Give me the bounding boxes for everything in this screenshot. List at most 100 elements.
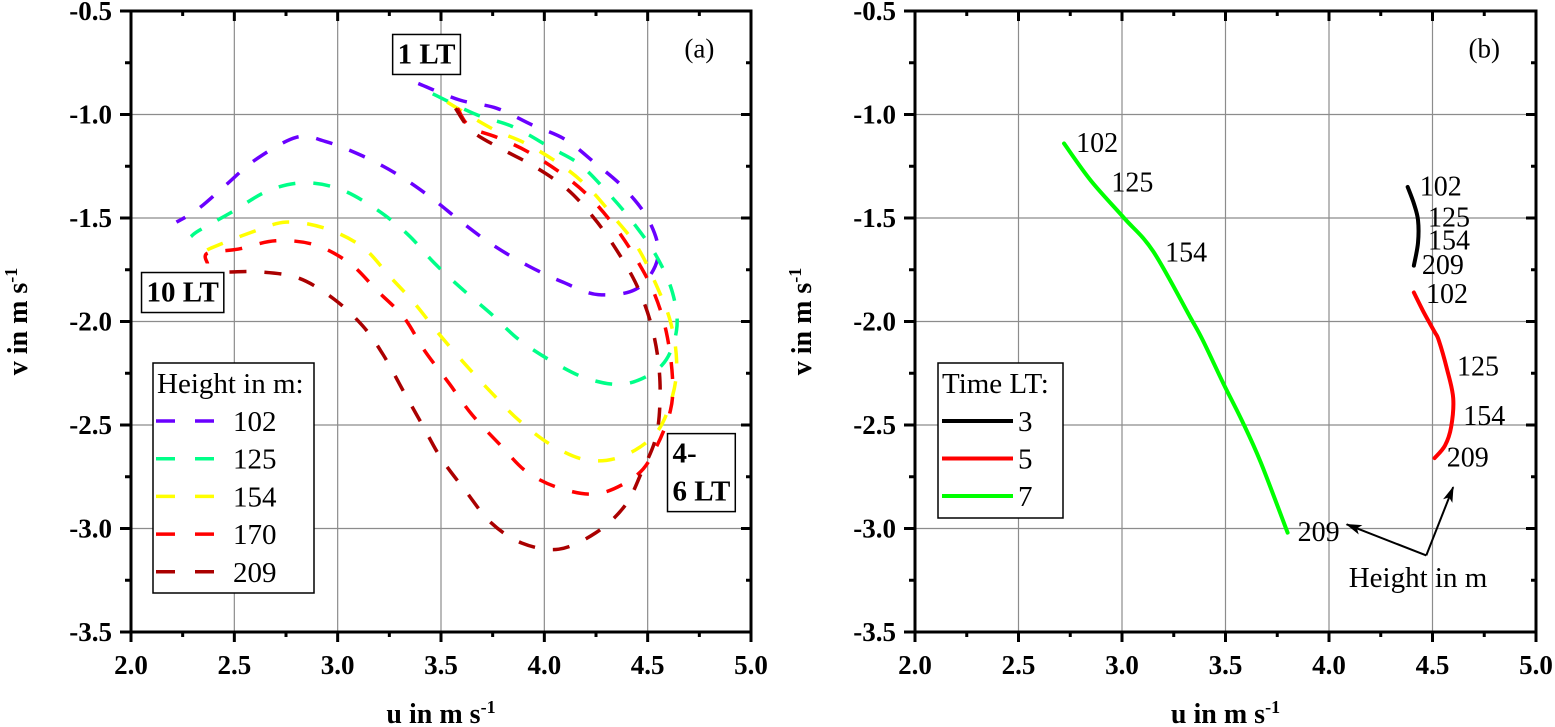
legend-title: Height in m: (157, 368, 304, 400)
legend: Height in m: 102 125 154 170 209 (152, 362, 315, 594)
annotation-arrow (1425, 486, 1455, 556)
y-axis-label-superscript: -1 (1, 268, 21, 283)
annotation-text: 10 LT (147, 277, 219, 309)
height-label: 125 (1428, 203, 1470, 234)
y-axis-label-text: v in m s (3, 283, 34, 376)
height-label: 209 (1447, 443, 1489, 474)
x-tick-label: 5.0 (1519, 650, 1553, 680)
grid (131, 11, 751, 632)
legend-label: 102 (233, 406, 277, 438)
x-tick-label: 3.0 (321, 650, 355, 680)
y-axis-label: v in m s-1 (1, 268, 34, 376)
x-tick-label: 3.5 (424, 650, 458, 680)
annotation-text: 4- 6 LT (673, 438, 731, 508)
x-tick-label: 4.5 (631, 650, 665, 680)
y-tick-label: -3.5 (69, 617, 112, 647)
panel-label: (a) (684, 33, 714, 63)
legend-item: 7 (942, 481, 1033, 513)
y-tick-label: -1.0 (69, 100, 112, 130)
annotation-text: Height in m (1349, 562, 1488, 594)
series-line-3 (1405, 184, 1421, 268)
annotation-line: 4- (673, 438, 697, 470)
height-label: 154 (1165, 238, 1207, 269)
x-tick-label: 3.0 (1105, 650, 1139, 680)
height-label: 102 (1076, 128, 1118, 159)
legend: Time LT: 3 5 7 (937, 362, 1064, 519)
annotation-border (140, 271, 225, 314)
legend-label: 3 (1018, 406, 1033, 438)
height-label: 102 (1420, 171, 1462, 202)
legend-item: 3 (942, 406, 1033, 438)
y-tick-label: -3.0 (69, 514, 112, 544)
y-tick-label: -1.5 (69, 203, 112, 233)
annotation-border (666, 432, 737, 513)
y-tick-label: -0.5 (69, 0, 112, 26)
height-label: 154 (1428, 225, 1470, 256)
x-tick-label: 4.5 (1416, 650, 1450, 680)
x-tick-label: 4.0 (1312, 650, 1346, 680)
series-line-7 (1062, 141, 1290, 535)
y-tick-label: -1.0 (853, 100, 896, 130)
annotation-text: 1 LT (398, 38, 456, 70)
y-tick-label: -2.0 (853, 307, 896, 337)
x-axis-label: u in m s-1 (1171, 697, 1280, 727)
y-axis-label-superscript: -1 (785, 268, 805, 283)
x-axis-label-superscript: -1 (481, 697, 496, 717)
annotation-line: 6 LT (673, 476, 731, 508)
legend-item: 170 (156, 519, 277, 551)
height-label: 102 (1426, 279, 1468, 310)
annotation-box: 10 LT (140, 271, 225, 314)
x-tick-label: 5.0 (734, 650, 768, 680)
x-tick-label: 2.5 (217, 650, 251, 680)
series-group (1062, 141, 1456, 535)
x-tick-label: 2.0 (114, 650, 148, 680)
x-axis-label-text: u in m s (1171, 699, 1265, 727)
legend-item: 125 (156, 444, 277, 476)
height-label: 125 (1457, 352, 1499, 383)
x-axis-label-superscript: -1 (1265, 697, 1280, 717)
annotation-callout: Height in m (1345, 486, 1488, 594)
series-line-5 (1411, 290, 1456, 461)
x-axis-label-text: u in m s (386, 699, 480, 727)
legend-label: 5 (1018, 444, 1033, 476)
y-tick-label: -0.5 (853, 0, 896, 26)
legend-label: 209 (233, 557, 277, 589)
legend-item: 209 (156, 557, 277, 589)
series-line-154 (204, 100, 679, 463)
legend-title: Time LT: (942, 368, 1049, 400)
tick-marks (904, 9, 1538, 642)
x-tick-label: 3.5 (1209, 650, 1243, 680)
legend-border (152, 362, 315, 594)
annotation-line: 1 LT (398, 38, 456, 70)
legend-item: 102 (156, 406, 277, 438)
series-line-209 (216, 107, 662, 552)
y-axis-label: v in m s-1 (785, 268, 818, 376)
tick-marks (120, 9, 753, 642)
series-line-125 (189, 92, 679, 387)
panel-label: (b) (1469, 33, 1500, 63)
series-group (175, 81, 679, 552)
height-label: 209 (1422, 250, 1464, 281)
panel-a: 2.0 2.5 3.0 3.5 4.0 4.5 5.0 -0.5 -1.0 -1.5 -2.0 -2.… (1, 0, 768, 727)
height-label: 209 (1298, 517, 1340, 548)
y-axis-label-text: v in m s (787, 283, 818, 376)
annotation-arrow (1345, 523, 1427, 557)
y-tick-label: -3.0 (853, 514, 896, 544)
x-tick-label: 4.0 (527, 650, 561, 680)
x-tick-label: 2.0 (898, 650, 932, 680)
legend-item: 154 (156, 481, 277, 513)
annotation-line: 10 LT (147, 277, 219, 309)
y-tick-label: -1.5 (853, 203, 896, 233)
legend-item: 5 (942, 444, 1033, 476)
legend-label: 170 (233, 519, 277, 551)
y-tick-label: -3.5 (853, 617, 896, 647)
legend-label: 7 (1018, 481, 1033, 513)
y-tick-label: -2.5 (69, 410, 112, 440)
annotation-box: 4- 6 LT (666, 432, 737, 513)
height-label: 154 (1463, 401, 1505, 432)
x-axis-label: u in m s-1 (386, 697, 495, 727)
grid (915, 11, 1536, 632)
height-label: 125 (1111, 167, 1153, 198)
